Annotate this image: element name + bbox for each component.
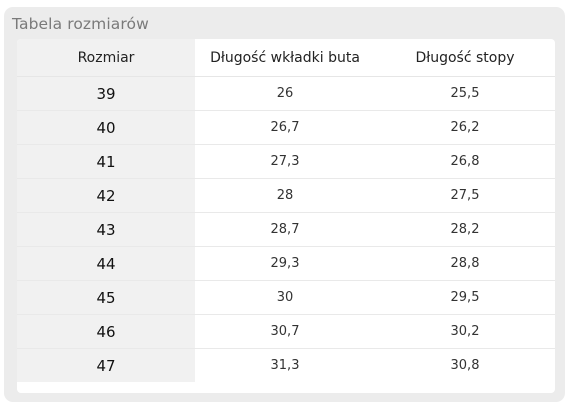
table-row: 46 30,7 30,2 — [17, 314, 555, 349]
size-cell: 47 — [17, 348, 195, 382]
foot-length-cell: 30,8 — [450, 358, 480, 373]
size-cell: 45 — [17, 280, 195, 315]
table-row: 41 27,3 26,8 — [17, 144, 555, 179]
insole-length-cell: 27,3 — [195, 144, 375, 179]
column-header-size: Rozmiar — [17, 39, 195, 77]
foot-length-cell: 30,2 — [375, 314, 555, 349]
foot-length-cell: 26,2 — [375, 110, 555, 145]
table-row: 42 28 27,5 — [17, 178, 555, 213]
column-header-foot-length: Długość stopy — [375, 39, 555, 77]
insole-length-cell: 31,3 — [270, 358, 300, 373]
panel-title: Tabela rozmiarów — [12, 15, 149, 33]
table-row: 47 31,3 30,8 — [17, 348, 555, 382]
size-table-card: Rozmiar Długość wkładki buta Długość sto… — [17, 39, 555, 393]
size-chart-panel: Tabela rozmiarów Rozmiar Długość wkładki… — [4, 7, 565, 402]
size-cell: 41 — [17, 144, 195, 179]
insole-length-cell: 30 — [195, 280, 375, 315]
insole-length-cell: 28 — [195, 178, 375, 213]
size-cell: 44 — [17, 246, 195, 281]
foot-length-cell: 29,5 — [375, 280, 555, 315]
foot-length-cell: 25,5 — [375, 76, 555, 111]
insole-length-cell: 26,7 — [195, 110, 375, 145]
size-table: Rozmiar Długość wkładki buta Długość sto… — [17, 39, 555, 382]
foot-length-cell: 27,5 — [375, 178, 555, 213]
table-row: 39 26 25,5 — [17, 76, 555, 111]
insole-length-cell: 30,7 — [195, 314, 375, 349]
foot-length-cell: 28,8 — [375, 246, 555, 281]
table-header-row: Rozmiar Długość wkładki buta Długość sto… — [17, 39, 555, 77]
insole-length-cell: 29,3 — [195, 246, 375, 281]
foot-length-cell: 28,2 — [375, 212, 555, 247]
size-cell: 43 — [17, 212, 195, 247]
table-row: 43 28,7 28,2 — [17, 212, 555, 247]
insole-length-cell: 26 — [195, 76, 375, 111]
insole-length-cell: 28,7 — [195, 212, 375, 247]
foot-length-cell: 26,8 — [375, 144, 555, 179]
table-row: 40 26,7 26,2 — [17, 110, 555, 145]
table-row: 44 29,3 28,8 — [17, 246, 555, 281]
size-cell: 39 — [17, 76, 195, 111]
table-row: 45 30 29,5 — [17, 280, 555, 315]
size-cell: 42 — [17, 178, 195, 213]
column-header-insole-length: Długość wkładki buta — [195, 39, 375, 77]
size-cell: 46 — [17, 314, 195, 349]
size-cell: 40 — [17, 110, 195, 145]
